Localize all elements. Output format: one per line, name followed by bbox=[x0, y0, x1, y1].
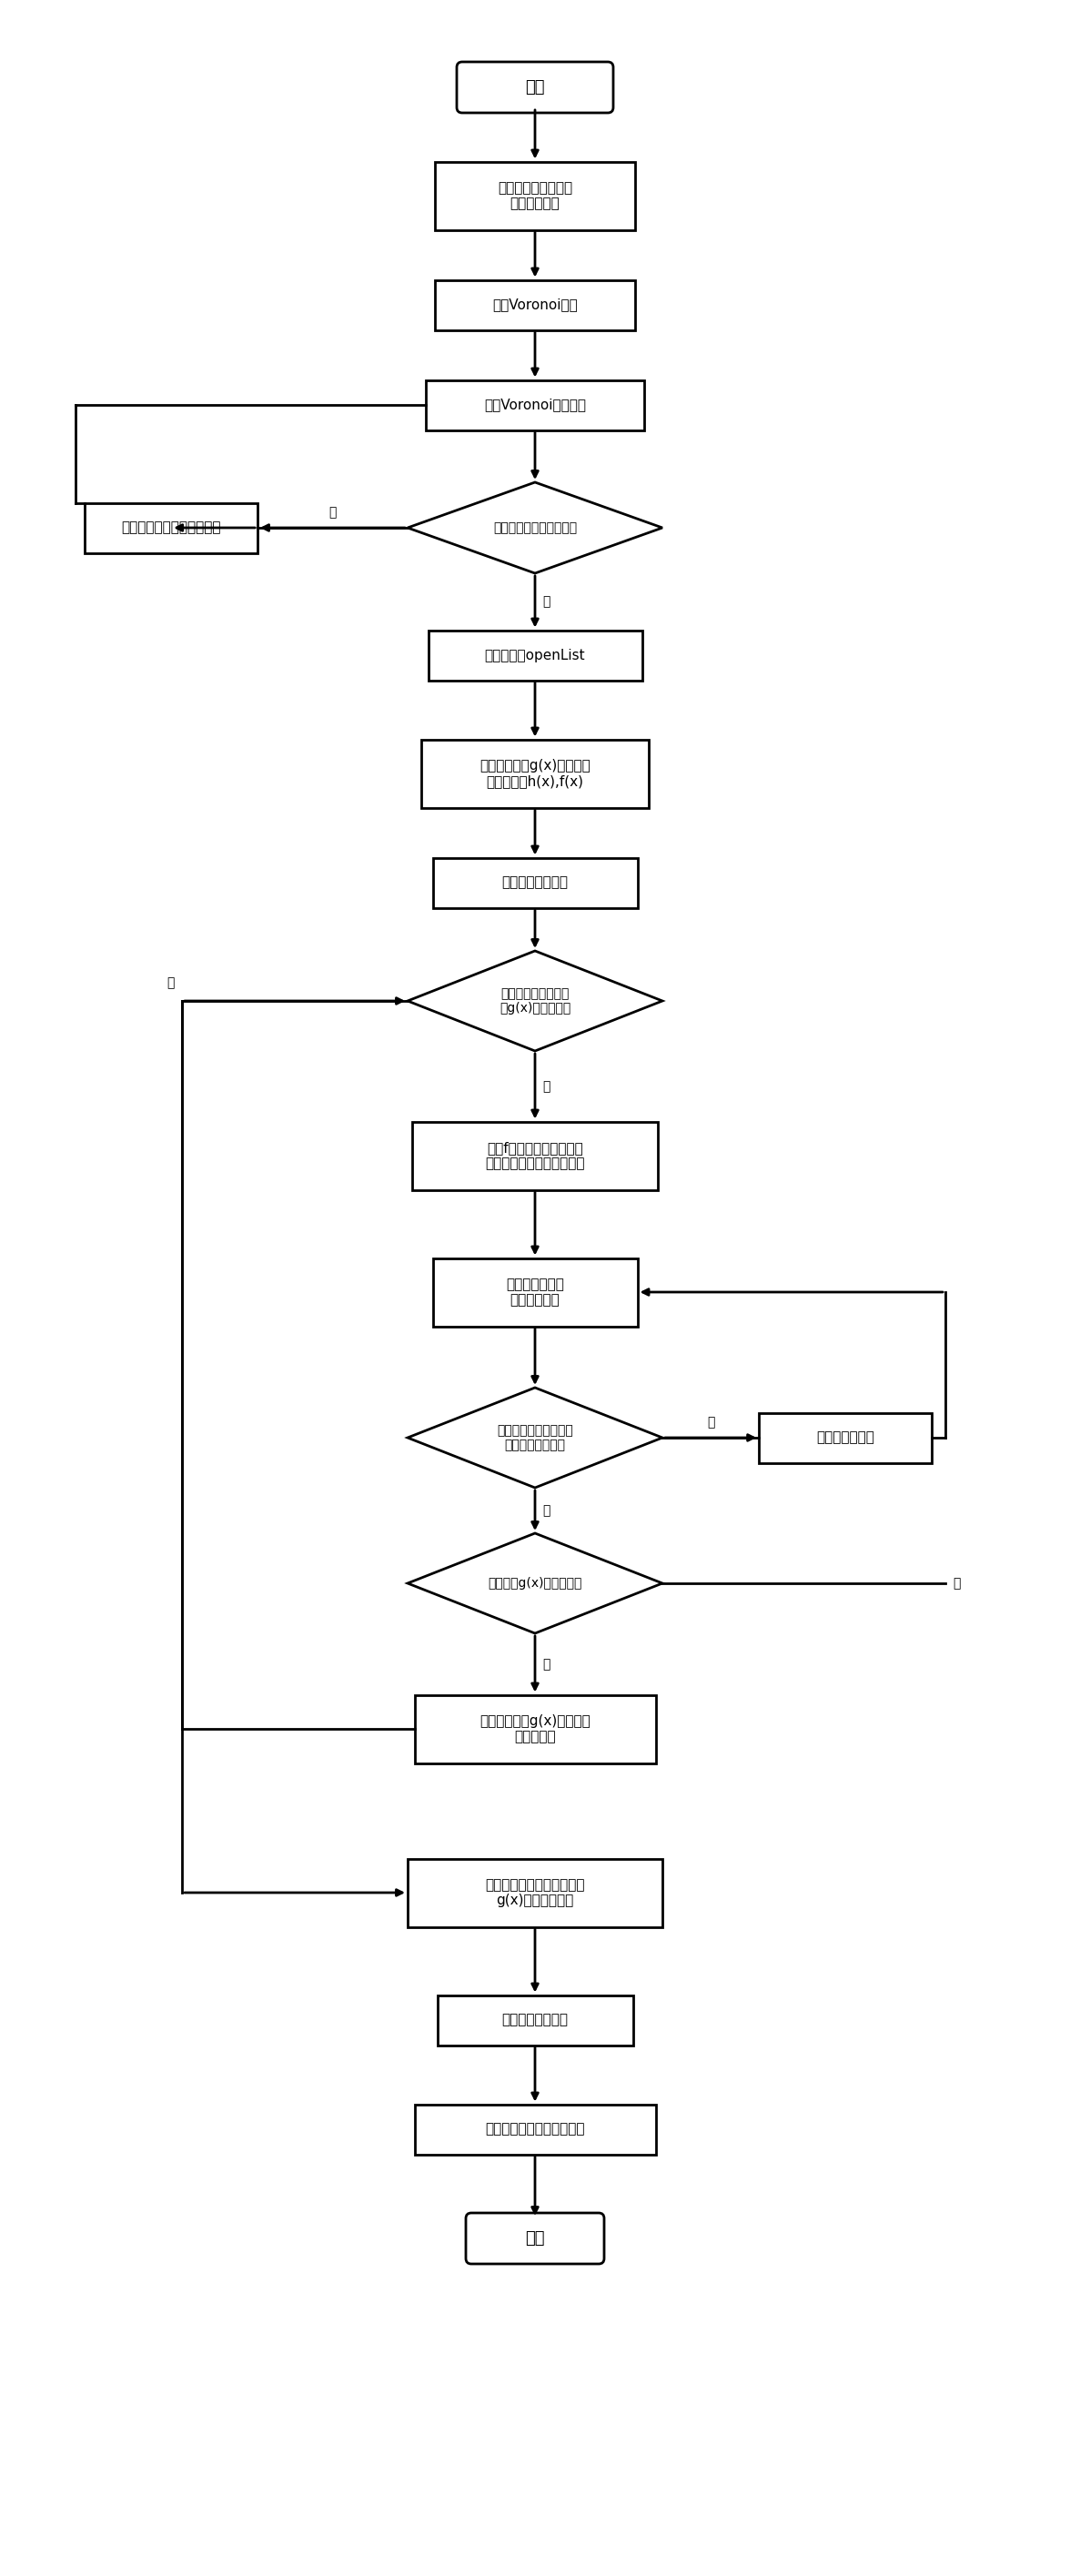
Text: 找到f值最小的节点记当前
节点，将其从开列表中删除: 找到f值最小的节点记当前 节点，将其从开列表中删除 bbox=[485, 1141, 585, 1170]
Text: 对路径分段，采样: 对路径分段，采样 bbox=[502, 2014, 568, 2027]
Text: 是: 是 bbox=[952, 1577, 960, 1589]
Bar bbox=[408, 1857, 662, 1927]
Text: 接收地图，将灰度图
转化为二值图: 接收地图，将灰度图 转化为二值图 bbox=[498, 180, 572, 211]
Bar bbox=[414, 2105, 656, 2154]
Polygon shape bbox=[408, 1533, 662, 1633]
Polygon shape bbox=[408, 482, 662, 574]
Text: 把起点放入开列表: 把起点放入开列表 bbox=[502, 876, 568, 889]
Bar bbox=[432, 858, 638, 907]
FancyBboxPatch shape bbox=[457, 62, 613, 113]
Text: 创建Voronoi地图: 创建Voronoi地图 bbox=[492, 299, 578, 312]
Text: 相邻节点g(x)是否为无穷: 相邻节点g(x)是否为无穷 bbox=[488, 1577, 582, 1589]
Text: 退出，重新设置起点和终点: 退出，重新设置起点和终点 bbox=[121, 520, 221, 536]
Text: 方向疏化，不断寻找最小的
g(x)图来构成路径: 方向疏化，不断寻找最小的 g(x)图来构成路径 bbox=[485, 1878, 585, 1906]
Text: 是: 是 bbox=[542, 1504, 550, 1517]
Text: 更新该节点的g(x)，并将其
装入开列表: 更新该节点的g(x)，并将其 装入开列表 bbox=[479, 1713, 591, 1744]
Text: 开列表是否为空目标
点g(x)是否为无穷: 开列表是否为空目标 点g(x)是否为无穷 bbox=[500, 987, 570, 1015]
Bar bbox=[85, 502, 258, 554]
Polygon shape bbox=[408, 951, 662, 1051]
Text: 初始化起点的g(x)为无穷，
计算起点的h(x),f(x): 初始化起点的g(x)为无穷， 计算起点的h(x),f(x) bbox=[479, 760, 591, 788]
Text: 否: 否 bbox=[542, 1659, 550, 1669]
Bar bbox=[759, 1412, 932, 1463]
Text: 结束: 结束 bbox=[525, 2231, 545, 2246]
Bar bbox=[414, 1695, 656, 1762]
Text: 跳过该相邻节点: 跳过该相邻节点 bbox=[816, 1430, 874, 1445]
Bar bbox=[426, 379, 644, 430]
Text: 相邻点是否在地图上，
是否不在障碍物上: 相邻点是否在地图上， 是否不在障碍物上 bbox=[496, 1425, 574, 1450]
Bar bbox=[438, 1994, 632, 2045]
FancyBboxPatch shape bbox=[465, 2213, 605, 2264]
Bar bbox=[412, 1121, 658, 1190]
Bar bbox=[422, 739, 648, 806]
Bar bbox=[434, 162, 636, 229]
Text: 否: 否 bbox=[328, 505, 336, 518]
Text: 否: 否 bbox=[707, 1417, 715, 1430]
Text: 是: 是 bbox=[167, 976, 174, 989]
Text: 检查起点和终点是否合法: 检查起点和终点是否合法 bbox=[493, 520, 577, 533]
Polygon shape bbox=[408, 1388, 662, 1489]
Text: 是: 是 bbox=[542, 595, 550, 608]
Text: 创建Voronoi代价地图: 创建Voronoi代价地图 bbox=[484, 399, 586, 412]
Bar bbox=[428, 631, 642, 680]
Text: 开始: 开始 bbox=[525, 80, 545, 95]
Bar bbox=[432, 1257, 638, 1327]
Text: 扩展当前节点的
所有相邻节点: 扩展当前节点的 所有相邻节点 bbox=[506, 1278, 564, 1306]
Text: 创建开列表openList: 创建开列表openList bbox=[485, 649, 585, 662]
Text: 否: 否 bbox=[542, 1079, 550, 1092]
Text: 使用三次样条对采样点置值: 使用三次样条对采样点置值 bbox=[485, 2123, 585, 2136]
Bar bbox=[434, 281, 636, 330]
